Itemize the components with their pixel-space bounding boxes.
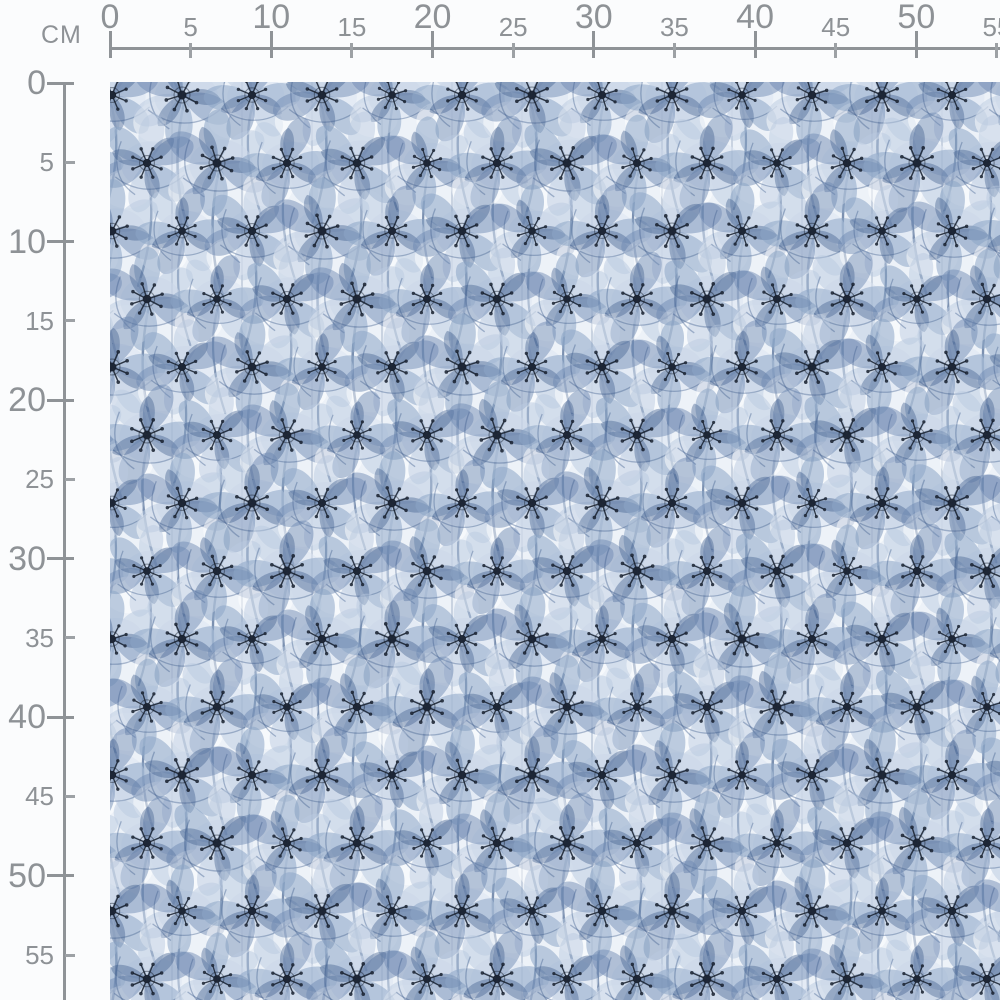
top-ruler-tick bbox=[431, 31, 435, 58]
left-ruler-tick-label: 55 bbox=[25, 940, 54, 971]
top-ruler-tick-label: 30 bbox=[574, 0, 613, 36]
top-ruler-tick-label: 10 bbox=[252, 0, 291, 36]
top-ruler-tick bbox=[269, 31, 273, 58]
top-ruler-tick bbox=[511, 43, 515, 58]
left-ruler-tick bbox=[65, 636, 75, 640]
left-ruler-tick-label: 40 bbox=[8, 698, 46, 737]
top-ruler-tick bbox=[350, 43, 354, 58]
top-ruler-tick bbox=[995, 43, 999, 58]
top-ruler-tick bbox=[914, 31, 918, 58]
top-ruler-tick-label: 25 bbox=[498, 12, 528, 42]
top-ruler-tick bbox=[108, 31, 112, 58]
left-ruler-tick-label: 0 bbox=[27, 64, 46, 102]
left-ruler-tick bbox=[47, 398, 74, 402]
top-ruler-tick-label: 5 bbox=[183, 12, 198, 42]
left-ruler-tick bbox=[47, 240, 74, 244]
left-ruler-tick bbox=[65, 477, 75, 481]
left-ruler-tick bbox=[65, 319, 75, 323]
top-ruler-tick-label: 40 bbox=[736, 0, 774, 36]
left-ruler-tick-label: 10 bbox=[8, 222, 46, 261]
ruler-unit-label: CM bbox=[41, 21, 82, 49]
top-ruler-tick-label: 55 bbox=[982, 12, 1000, 42]
left-ruler-tick-label: 20 bbox=[8, 381, 46, 420]
top-ruler-tick-label: 15 bbox=[337, 12, 367, 42]
left-ruler-tick-label: 50 bbox=[8, 856, 46, 895]
left-ruler-tick bbox=[47, 81, 74, 85]
top-ruler-tick-label: 35 bbox=[659, 12, 689, 42]
left-ruler-tick-label: 25 bbox=[25, 464, 54, 495]
left-ruler-tick-label: 45 bbox=[25, 781, 54, 812]
left-ruler-tick bbox=[65, 794, 75, 798]
left-ruler-tick-label: 30 bbox=[8, 539, 46, 578]
top-ruler-tick-label: 50 bbox=[897, 0, 936, 36]
top-ruler-tick bbox=[753, 31, 757, 58]
left-ruler-tick-label: 35 bbox=[25, 622, 54, 653]
top-ruler-tick-label: 0 bbox=[100, 0, 120, 36]
left-ruler-tick bbox=[65, 953, 75, 957]
top-ruler-tick bbox=[189, 43, 193, 58]
left-ruler-tick bbox=[47, 557, 74, 561]
left-ruler-tick bbox=[47, 715, 74, 719]
left-ruler-tick bbox=[65, 160, 75, 164]
left-ruler-tick-label: 5 bbox=[39, 147, 54, 178]
fabric-pattern-image bbox=[110, 82, 1000, 1000]
top-ruler-tick-label: 45 bbox=[821, 12, 851, 42]
top-ruler-tick bbox=[834, 43, 838, 58]
top-ruler-tick-label: 20 bbox=[413, 0, 452, 36]
fabric-swatch bbox=[110, 82, 1000, 1000]
left-ruler-tick bbox=[47, 874, 74, 878]
top-ruler-line bbox=[110, 47, 1000, 50]
top-ruler-tick bbox=[672, 43, 676, 58]
top-ruler-tick bbox=[592, 31, 596, 58]
left-ruler-tick-label: 15 bbox=[25, 305, 54, 336]
left-ruler-line bbox=[63, 83, 66, 1000]
